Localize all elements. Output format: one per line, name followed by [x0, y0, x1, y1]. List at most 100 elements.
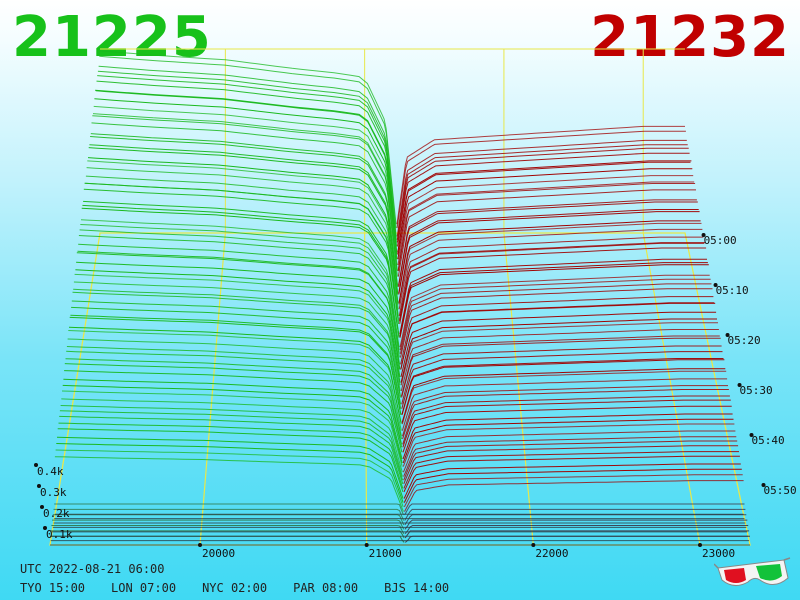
bid-depth-line — [61, 398, 403, 473]
bid-depth-line — [57, 428, 404, 493]
bid-depth-line — [81, 207, 400, 338]
ask-depth-line — [400, 329, 719, 392]
x-tick-label-1: 21000 — [369, 547, 402, 560]
ask-depth-line — [401, 351, 723, 409]
x-gridline-1 — [364, 232, 368, 546]
ask-depth-line — [400, 288, 713, 358]
ask-depth-line — [399, 264, 709, 338]
bid-depth-line — [90, 133, 398, 286]
ask-depth-line — [398, 211, 700, 295]
ask-depth-line — [396, 144, 688, 240]
bid-depth-line — [60, 405, 403, 477]
ask-depth-line — [400, 335, 720, 397]
ask-depth-line — [396, 139, 687, 237]
x-tick-dot-0 — [198, 543, 202, 547]
bid-depth-line — [61, 390, 403, 467]
ask-depth-line — [398, 201, 698, 287]
bid-depth-line — [87, 160, 399, 305]
ask-depth-line — [399, 262, 708, 337]
bid-depth-line — [71, 306, 402, 409]
ask-depth-line — [401, 378, 728, 431]
y-tick-dot-1 — [40, 505, 44, 509]
utc-time: UTC 2022-08-21 06:00 — [20, 562, 165, 576]
bid-depth-line — [99, 50, 397, 225]
clock-tyo: TYO 15:00 — [20, 581, 86, 595]
y-tick-label-0: 0.1k — [46, 528, 73, 541]
y-tick-label-3: 0.4k — [37, 465, 64, 478]
axis-labels: 20000 21000 22000 23000 0.1k 0.2k 0.3k 0.4k 05:0… — [34, 233, 797, 560]
ask-depth-line — [401, 368, 726, 423]
ask-depth-line — [401, 370, 727, 425]
ask-depth-line — [399, 274, 710, 348]
bid-depth-line — [95, 89, 398, 253]
bid-depth-line — [76, 252, 401, 370]
bid-depth-line — [92, 115, 398, 272]
bid-price: 21225 — [12, 5, 212, 70]
bid-depth-line — [68, 326, 402, 423]
bid-depth-line — [58, 422, 404, 489]
y-tick-dot-3 — [34, 463, 38, 467]
ask-depth-line — [401, 337, 721, 398]
ask-depth-line — [404, 525, 749, 535]
ask-depth-line — [403, 445, 739, 484]
bid-depth-line — [89, 144, 399, 294]
bid-depth-line — [52, 519, 405, 530]
clock-bjs: BJS 14:00 — [384, 581, 450, 595]
bid-depth-line — [56, 436, 404, 499]
x-tick-label-0: 20000 — [202, 547, 235, 560]
bid-depth-line — [86, 167, 399, 310]
bid-depth-line — [83, 188, 400, 324]
time-tick-dot-5 — [761, 483, 766, 487]
bid-depth-line — [85, 175, 399, 317]
bid-depth-line — [78, 243, 401, 365]
time-tick-label-5: 05:50 — [764, 484, 797, 497]
bid-depth-line — [67, 338, 402, 431]
bid-depth-line — [92, 113, 398, 271]
bid-depth-line — [79, 229, 400, 354]
bid-depth-line — [73, 281, 401, 392]
ask-depth-line — [402, 389, 729, 440]
ask-depth-line — [403, 440, 738, 481]
ask-depth-line — [403, 436, 737, 477]
ask-depth-line — [400, 311, 717, 378]
bid-depth-line — [59, 415, 404, 484]
ask-depth-line — [403, 468, 742, 503]
bid-depth-line — [73, 288, 401, 397]
ask-depth-line — [398, 236, 704, 317]
x-tick-dot-1 — [364, 543, 369, 547]
time-tick-label-2: 05:20 — [728, 334, 761, 347]
bid-depth-line — [98, 65, 397, 237]
ask-depth-line — [399, 278, 711, 351]
bid-depth-line — [87, 157, 399, 303]
ask-depth-line — [404, 503, 745, 516]
bid-depth-line — [54, 456, 404, 512]
ask-depth-line — [400, 296, 714, 365]
bid-depth-line — [80, 224, 400, 351]
bid-depth-line — [50, 535, 405, 543]
y-tick-dot-2 — [37, 484, 41, 488]
bid-depth-line — [66, 350, 402, 440]
bid-depth-line — [99, 55, 397, 229]
bid-depth-line — [70, 314, 402, 415]
3d-glasses-icon[interactable] — [714, 556, 792, 592]
ask-depth-line — [396, 125, 685, 225]
time-tick-label-0: 05:00 — [704, 234, 737, 247]
bid-depth-line — [59, 410, 404, 481]
ask-depth-line — [404, 480, 744, 512]
ask-depth-line — [401, 359, 725, 415]
bid-depth-line — [54, 503, 404, 516]
ask-depth-line — [399, 258, 707, 335]
bid-depth-line — [66, 346, 402, 437]
ask-depth-line — [400, 302, 716, 370]
ask-price: 21232 — [590, 5, 790, 70]
bid-depth-line — [69, 316, 402, 415]
bid-depth-line — [51, 525, 405, 534]
x-gridline-0 — [199, 232, 226, 546]
bid-depth-line — [50, 530, 405, 539]
bid-depth-line — [91, 122, 398, 277]
ask-depth-line — [397, 152, 690, 247]
bid-depth-line — [97, 75, 397, 243]
bid-depth-line — [94, 98, 398, 260]
ask-depth-line — [403, 455, 740, 493]
ask-depth-line — [397, 183, 696, 272]
